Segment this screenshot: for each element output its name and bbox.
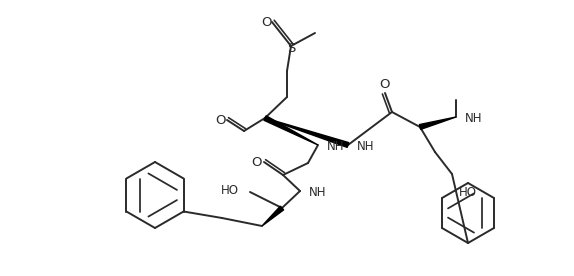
Polygon shape (420, 117, 456, 129)
Polygon shape (264, 116, 318, 145)
Text: O: O (261, 15, 272, 28)
Text: HO: HO (221, 184, 239, 197)
Polygon shape (262, 206, 284, 226)
Text: O: O (215, 113, 225, 126)
Text: HO: HO (459, 187, 477, 200)
Text: S: S (287, 41, 295, 54)
Text: NH: NH (327, 139, 344, 153)
Text: NH: NH (465, 112, 483, 124)
Polygon shape (265, 118, 349, 147)
Text: O: O (380, 78, 390, 92)
Text: NH: NH (309, 185, 327, 198)
Text: NH: NH (357, 139, 374, 153)
Text: O: O (252, 155, 262, 169)
